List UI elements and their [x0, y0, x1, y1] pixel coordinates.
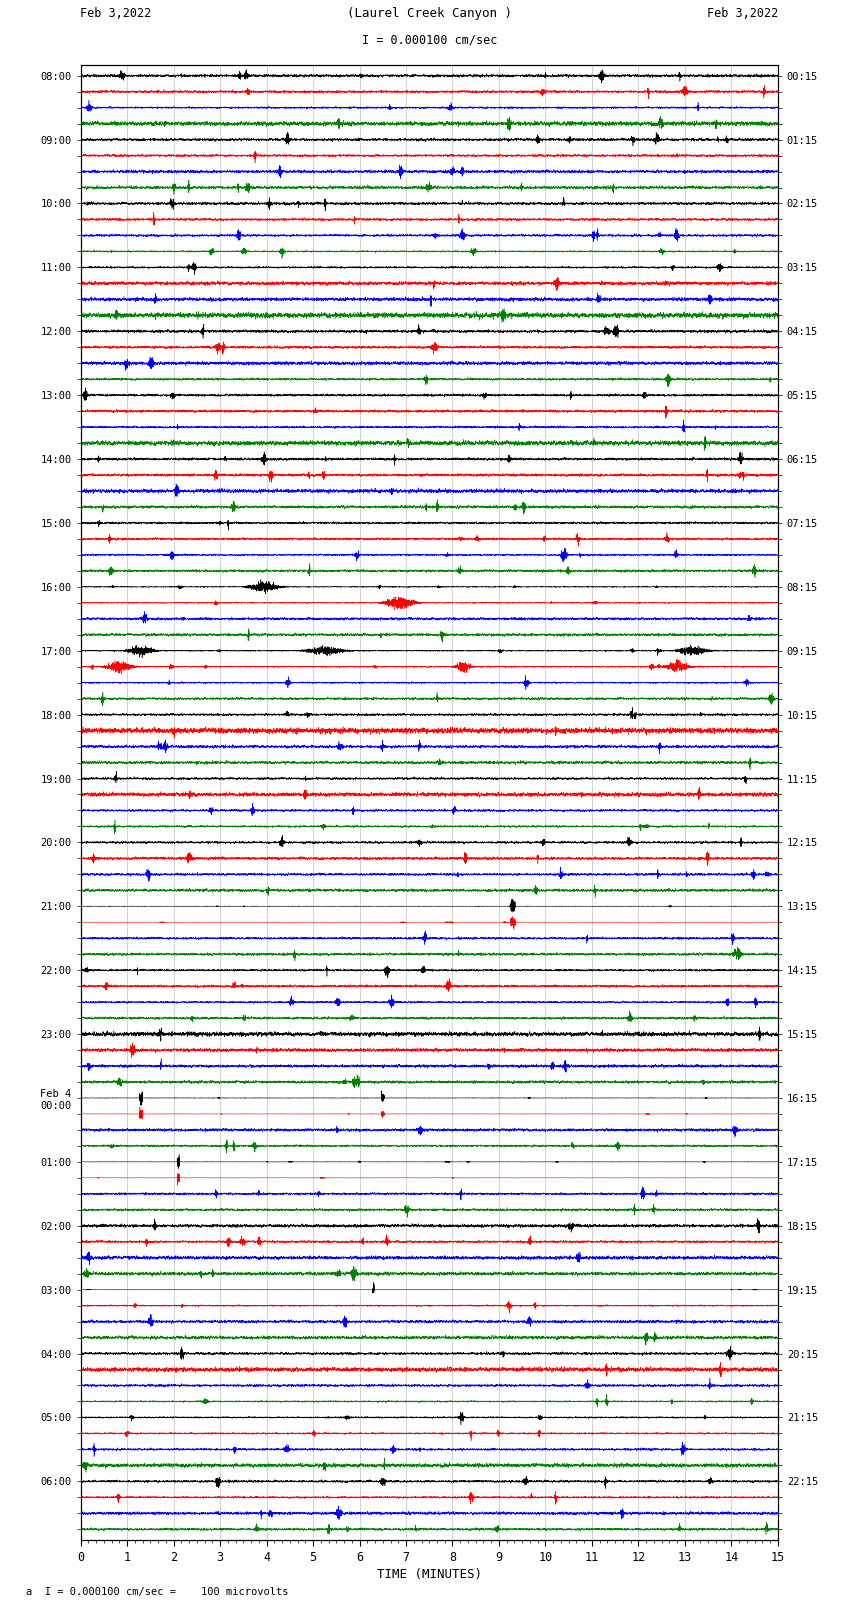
Text: Feb 3,2022: Feb 3,2022: [707, 6, 779, 21]
Text: (Laurel Creek Canyon ): (Laurel Creek Canyon ): [347, 6, 512, 21]
X-axis label: TIME (MINUTES): TIME (MINUTES): [377, 1568, 482, 1581]
Text: Feb 3,2022: Feb 3,2022: [80, 6, 151, 21]
Text: a  I = 0.000100 cm/sec =    100 microvolts: a I = 0.000100 cm/sec = 100 microvolts: [26, 1587, 288, 1597]
Text: I = 0.000100 cm/sec: I = 0.000100 cm/sec: [361, 34, 497, 47]
